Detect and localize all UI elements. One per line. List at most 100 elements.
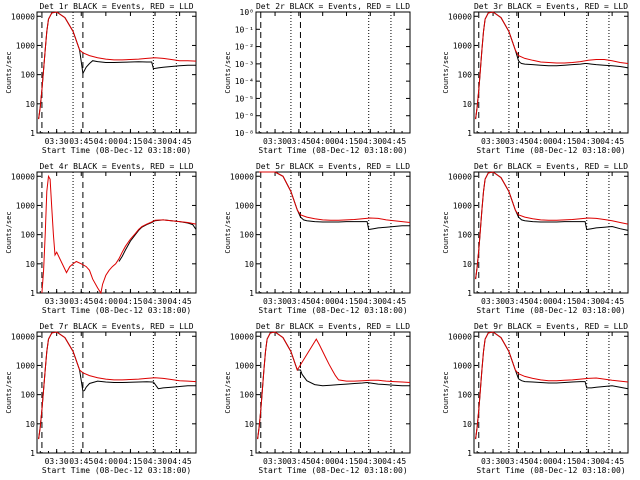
x-tick-label: 04:45 — [382, 137, 406, 146]
y-tick-label: 100 — [458, 231, 473, 240]
y-tick-label: 10000 — [11, 332, 35, 341]
plot-frame — [36, 331, 197, 454]
panel-det-5: 03:30 03:45 04:00 04:15 04:30 04:45 1 10 100 1000… — [224, 162, 411, 315]
x-tick-label: 04:45 — [168, 457, 192, 466]
panel-det-3: 03:30 03:45 04:00 04:15 04:30 04:45 1 10 100 1000… — [442, 2, 629, 155]
x-tick-label: 04:30 — [576, 137, 600, 146]
x-tick-label: 04:00 — [94, 297, 118, 306]
x-axis-label: Start Time (08-Dec-12 03:18:00) — [42, 466, 191, 475]
x-tick-label: 03:45 — [505, 137, 529, 146]
y-tick-label: 10000 — [448, 332, 472, 341]
y-tick-label: 10⁻² — [235, 43, 254, 52]
y-tick-label: 10000 — [230, 172, 254, 181]
y-tick-label: 1000 — [16, 361, 35, 370]
series-events-line — [475, 171, 629, 280]
x-tick-label: 03:45 — [505, 457, 529, 466]
y-tick-label: 10 — [25, 420, 35, 429]
y-tick-label: 10 — [25, 260, 35, 269]
series-events-line — [257, 331, 410, 440]
x-tick-label: 04:45 — [600, 137, 624, 146]
x-axis-label: Start Time (08-Dec-12 03:18:00) — [476, 306, 625, 315]
y-tick-label: 100 — [458, 71, 473, 80]
series-lld-line — [41, 174, 197, 295]
x-tick-label: 04:00 — [94, 137, 118, 146]
x-tick-label: 04:30 — [143, 137, 167, 146]
y-tick-label: 1 — [249, 289, 254, 298]
x-axis-label: Start Time (08-Dec-12 03:18:00) — [258, 466, 407, 475]
series-events-line — [475, 331, 629, 440]
x-tick-label: 04:45 — [382, 457, 406, 466]
panel-title: Det 5r BLACK = Events, RED = LLD — [256, 162, 410, 171]
y-tick-label: 1 — [30, 449, 35, 458]
y-tick-label: 100 — [458, 391, 473, 400]
x-tick-label: 04:45 — [600, 297, 624, 306]
x-tick-label: 03:30 — [481, 457, 505, 466]
y-tick-label: 1000 — [235, 201, 254, 210]
plot-frame — [255, 331, 411, 454]
panel-title: Det 4r BLACK = Events, RED = LLD — [39, 162, 193, 171]
y-axis-label: Counts/sec — [442, 211, 450, 253]
x-axis-label: Start Time (08-Dec-12 03:18:00) — [42, 146, 191, 155]
y-tick-label: 1000 — [16, 41, 35, 50]
x-tick-label: 03:30 — [263, 457, 287, 466]
x-axis-label: Start Time (08-Dec-12 03:18:00) — [42, 306, 191, 315]
y-tick-label: 10 — [244, 420, 254, 429]
panel-det-8: 03:30 03:45 04:00 04:15 04:30 04:45 1 10 100 1000… — [224, 322, 411, 475]
plot-frame — [255, 11, 411, 134]
y-tick-label: 10⁻³ — [235, 60, 254, 69]
x-tick-label: 04:15 — [334, 297, 358, 306]
y-tick-label: 10000 — [448, 12, 472, 21]
series-events-line — [118, 219, 197, 262]
y-tick-label: 10000 — [11, 172, 35, 181]
y-tick-label: 100 — [240, 391, 255, 400]
x-tick-label: 04:45 — [600, 457, 624, 466]
x-tick-label: 04:00 — [94, 457, 118, 466]
x-tick-label: 03:30 — [45, 457, 69, 466]
y-axis-label: Counts/sec — [5, 211, 13, 253]
y-axis-label: Counts/sec — [442, 51, 450, 93]
y-tick-label: 10⁻⁸ — [235, 129, 254, 138]
x-tick-label: 04:45 — [382, 297, 406, 306]
series-lld-line — [475, 331, 629, 440]
x-tick-label: 03:45 — [69, 297, 93, 306]
x-tick-label: 03:30 — [481, 137, 505, 146]
y-tick-label: 10 — [462, 420, 472, 429]
x-tick-label: 03:45 — [287, 137, 311, 146]
y-axis-label: Counts/sec — [224, 211, 232, 253]
panel-det-2: 03:30 03:45 04:00 04:15 04:30 04:45 10⁻⁸ 10⁻⁶ 10… — [224, 2, 411, 155]
y-tick-label: 1 — [30, 289, 35, 298]
x-tick-label: 03:30 — [263, 297, 287, 306]
panel-title: Det 6r BLACK = Events, RED = LLD — [474, 162, 628, 171]
x-tick-label: 03:30 — [481, 297, 505, 306]
plot-frame — [36, 11, 197, 134]
x-axis-label: Start Time (08-Dec-12 03:18:00) — [258, 146, 407, 155]
x-tick-label: 03:30 — [263, 137, 287, 146]
y-tick-label: 10 — [462, 100, 472, 109]
x-tick-label: 04:45 — [168, 137, 192, 146]
panel-title: Det 2r BLACK = Events, RED = LLD — [256, 2, 410, 11]
y-tick-label: 1000 — [453, 41, 472, 50]
y-tick-label: 100 — [240, 231, 255, 240]
x-tick-label: 04:00 — [529, 297, 553, 306]
y-tick-label: 1 — [249, 449, 254, 458]
x-tick-label: 04:15 — [334, 457, 358, 466]
x-tick-label: 04:15 — [552, 137, 576, 146]
series-events-line — [38, 11, 196, 120]
series-lld-line — [257, 331, 411, 440]
series-lld-line — [259, 171, 411, 223]
y-tick-label: 10000 — [230, 332, 254, 341]
y-tick-label: 100 — [21, 391, 36, 400]
panel-title: Det 9r BLACK = Events, RED = LLD — [474, 322, 628, 331]
x-tick-label: 04:30 — [576, 297, 600, 306]
y-tick-label: 10000 — [11, 12, 35, 21]
x-axis-label: Start Time (08-Dec-12 03:18:00) — [258, 306, 407, 315]
y-tick-label: 100 — [21, 231, 36, 240]
y-axis-label: Counts/sec — [224, 51, 232, 93]
y-tick-label: 10⁰ — [240, 8, 254, 17]
y-tick-label: 10 — [462, 260, 472, 269]
series-events-line — [475, 11, 629, 120]
y-axis-label: Counts/sec — [224, 371, 232, 413]
x-tick-label: 04:00 — [529, 137, 553, 146]
y-tick-label: 1 — [467, 129, 472, 138]
